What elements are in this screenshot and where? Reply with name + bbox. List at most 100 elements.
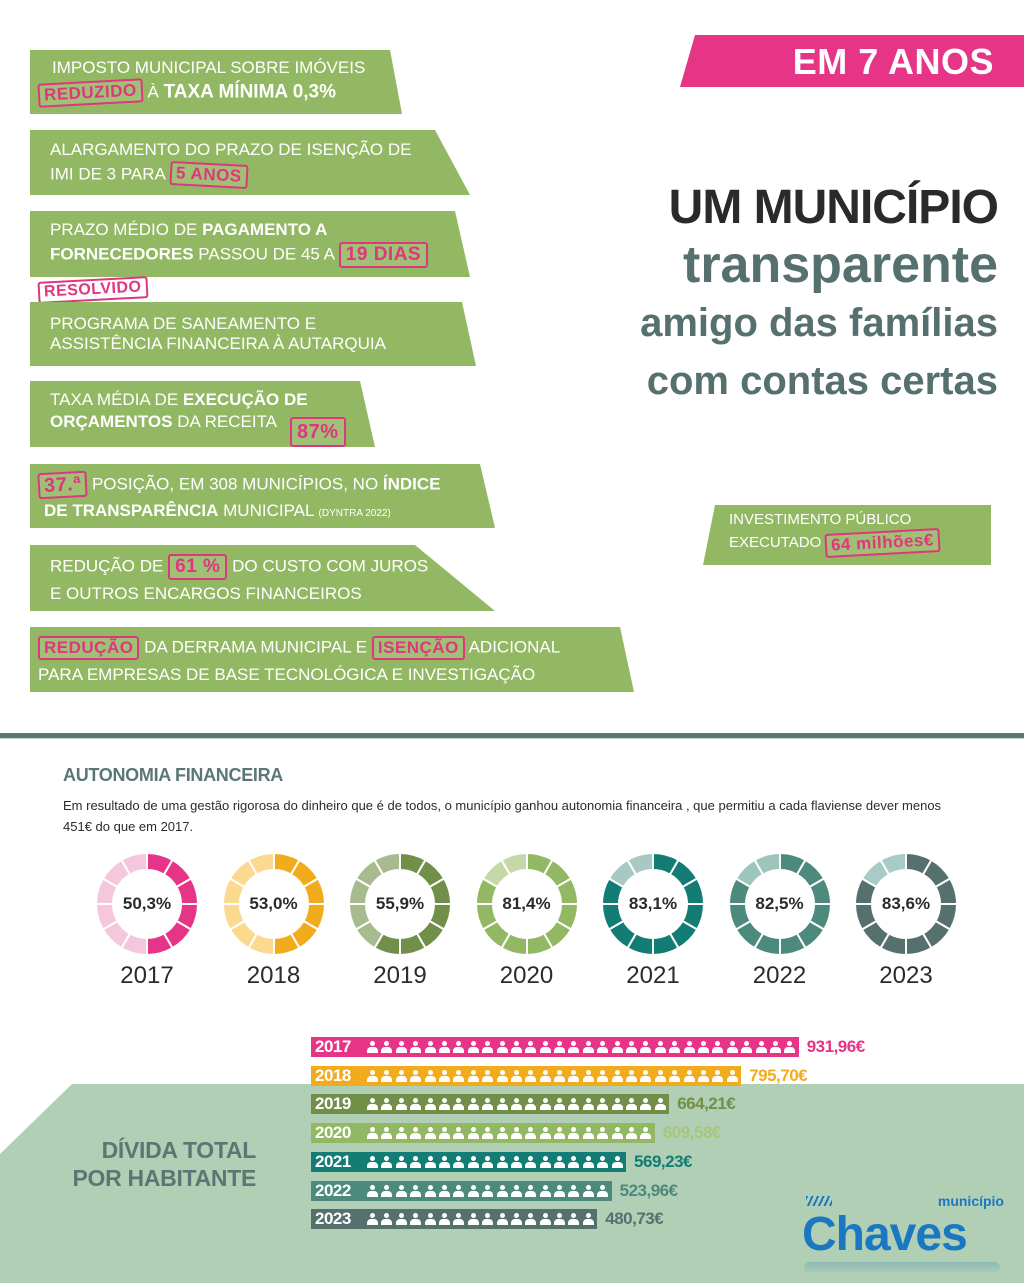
donut-segment xyxy=(499,852,528,876)
person-icon xyxy=(467,1097,479,1111)
person-icon xyxy=(554,1069,566,1083)
person-icon xyxy=(510,1040,522,1054)
person-icon xyxy=(525,1040,537,1054)
stamp-isencao: ISENÇÃO xyxy=(371,636,465,660)
donut-ring-2018 xyxy=(221,852,326,956)
stamp-87: 87% xyxy=(290,417,346,447)
person-icon xyxy=(741,1040,753,1054)
person-icon xyxy=(554,1040,566,1054)
donut-segment xyxy=(246,852,275,876)
debt-row-2021: 2021 569,23€ xyxy=(311,1151,692,1173)
person-icon xyxy=(453,1212,465,1226)
logo-name: Chaves xyxy=(802,1208,968,1261)
debt-bar-2023: 2023 xyxy=(311,1209,598,1230)
person-icon xyxy=(367,1126,378,1140)
person-icon xyxy=(381,1069,393,1083)
person-icon xyxy=(568,1097,580,1111)
banner-execucao: TAXA MÉDIA DE EXECUÇÃO DE ORÇAMENTOS DA … xyxy=(30,381,375,447)
debt-year-label: 2018 xyxy=(315,1065,351,1085)
person-icon xyxy=(410,1126,422,1140)
person-icon xyxy=(683,1069,695,1083)
banner-saneamento: PROGRAMA DE SANEAMENTO E ASSISTÊNCIA FIN… xyxy=(30,302,476,366)
person-icon xyxy=(424,1184,436,1198)
person-icon xyxy=(496,1069,508,1083)
donut-2017: 50,3% 2017 xyxy=(95,852,199,990)
person-icon xyxy=(381,1126,393,1140)
banner-imi-bold: TAXA MÍNIMA 0,3% xyxy=(163,81,336,103)
person-icon xyxy=(410,1069,422,1083)
person-icon xyxy=(525,1126,537,1140)
banner-juros-text2: DO CUSTO COM JUROS xyxy=(227,556,429,576)
person-icon xyxy=(410,1040,422,1054)
banner-prazo-text1: PRAZO MÉDIO DE xyxy=(50,220,203,239)
person-icon xyxy=(496,1212,508,1226)
person-icon xyxy=(554,1212,566,1226)
stamp-61: 61 % xyxy=(168,554,228,580)
stamp-5-anos: 5 ANOS xyxy=(169,160,248,190)
person-icon xyxy=(482,1126,494,1140)
donut-segment xyxy=(626,852,654,876)
logo-reflection xyxy=(804,1262,1000,1274)
debt-value-2019: 664,21€ xyxy=(677,1094,736,1114)
person-icon xyxy=(582,1155,594,1169)
banner-imi-line1: IMPOSTO MUNICIPAL SOBRE IMÓVEIS xyxy=(52,58,366,77)
person-icon xyxy=(453,1184,465,1198)
person-icon xyxy=(367,1184,378,1198)
donut-ring-2020 xyxy=(474,852,579,956)
person-icon xyxy=(582,1097,594,1111)
person-icon xyxy=(784,1040,796,1054)
debt-row-2018: 2018 795,70€ xyxy=(311,1065,808,1087)
person-icon xyxy=(453,1155,465,1169)
headline-line3: amigo das famílias xyxy=(640,301,998,345)
banner-derrama-line2: PARA EMPRESAS DE BASE TECNOLÓGICA E INVE… xyxy=(38,665,536,684)
person-icon xyxy=(640,1126,652,1140)
person-icon xyxy=(525,1184,537,1198)
debt-value-2018: 795,70€ xyxy=(749,1065,808,1085)
debt-value-2020: 609,58€ xyxy=(662,1123,721,1143)
person-icon xyxy=(410,1184,422,1198)
person-icon xyxy=(525,1155,537,1169)
stamp-reducao: REDUÇÃO xyxy=(38,636,140,660)
banner-transparencia-source: (DYNTRA 2022) xyxy=(318,508,391,519)
donut-value-2023: 83,6% xyxy=(881,894,931,913)
person-icon xyxy=(381,1097,393,1111)
person-icon xyxy=(438,1097,450,1111)
person-icon xyxy=(482,1184,494,1198)
debt-value-2022: 523,96€ xyxy=(619,1180,678,1200)
donut-segment xyxy=(879,852,907,876)
banner-isencao-text: IMI DE 3 PARA xyxy=(50,164,170,184)
person-icon xyxy=(367,1155,378,1169)
person-icon xyxy=(395,1155,407,1169)
person-icon xyxy=(438,1155,450,1169)
person-icon xyxy=(568,1069,580,1083)
person-icon xyxy=(554,1097,566,1111)
person-icon xyxy=(438,1040,450,1054)
person-icon xyxy=(395,1097,407,1111)
banner-transparencia: 37.ª POSIÇÃO, EM 308 MUNICÍPIOS, NO ÍNDI… xyxy=(30,464,495,528)
person-icon xyxy=(395,1040,407,1054)
person-icon xyxy=(395,1212,407,1226)
person-icon xyxy=(611,1097,623,1111)
banner-saneamento-line2: ASSISTÊNCIA FINANCEIRA À AUTARQUIA xyxy=(50,334,386,353)
person-icon xyxy=(626,1069,638,1083)
person-icon xyxy=(654,1040,666,1054)
person-icon xyxy=(496,1184,508,1198)
person-icon xyxy=(367,1212,378,1226)
donut-value-2021: 83,1% xyxy=(628,894,678,913)
debt-year-label: 2017 xyxy=(315,1037,351,1056)
person-icon xyxy=(554,1184,566,1198)
autonomia-donut-chart: 50,3% 2017 53,0% 2018 55,9% 2019 81,4% 2020 83,1… xyxy=(95,852,975,992)
logo-municipio: município xyxy=(937,1193,1004,1209)
person-icon xyxy=(424,1069,436,1083)
banner-execucao-text2: DA RECEITA xyxy=(172,412,278,431)
stamp-resolvido: RESOLVIDO xyxy=(37,276,149,304)
donut-segment xyxy=(120,852,148,876)
person-icon xyxy=(510,1155,522,1169)
person-icon xyxy=(539,1155,551,1169)
donut-year-2021: 2021 xyxy=(626,962,680,989)
person-icon xyxy=(525,1212,537,1226)
person-icon xyxy=(381,1212,393,1226)
person-icon xyxy=(438,1212,450,1226)
stamp-reduzido: REDUZIDO xyxy=(37,78,144,108)
person-icon xyxy=(726,1069,738,1083)
